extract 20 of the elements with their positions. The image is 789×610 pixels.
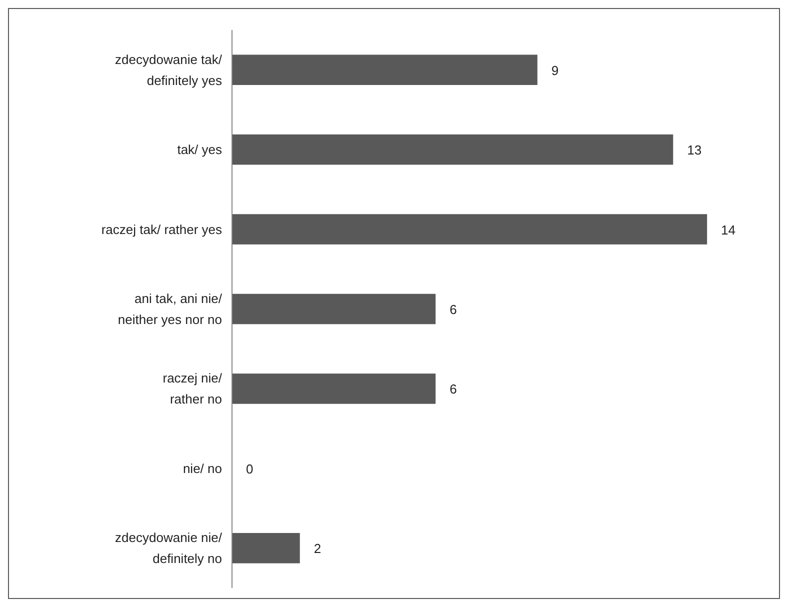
bar: [232, 54, 538, 86]
data-label: 9: [551, 62, 559, 78]
bar: [232, 134, 674, 165]
data-label: 6: [450, 382, 457, 397]
y-tick-label: zdecydowanie nie/ definitely no: [115, 530, 222, 566]
data-label: 2: [314, 541, 322, 556]
bar: [232, 374, 436, 404]
y-tick-label: raczej nie/ rather no: [162, 370, 222, 407]
bar: [232, 532, 300, 564]
data-label: 6: [450, 302, 457, 317]
y-tick-label: ani tak, ani nie/ neither yes nor no: [118, 291, 222, 327]
y-tick-label: raczej tak/ rather yes: [101, 222, 222, 237]
data-label: 0: [246, 461, 254, 476]
bar: [232, 294, 436, 324]
y-tick-label: tak/ yes: [177, 142, 222, 158]
bar: [232, 214, 708, 244]
y-tick-label: nie/ no: [182, 460, 222, 476]
data-label: 14: [721, 222, 736, 238]
data-label: 13: [687, 142, 702, 158]
y-tick-label: zdecydowanie tak/ definitely yes: [115, 52, 222, 88]
